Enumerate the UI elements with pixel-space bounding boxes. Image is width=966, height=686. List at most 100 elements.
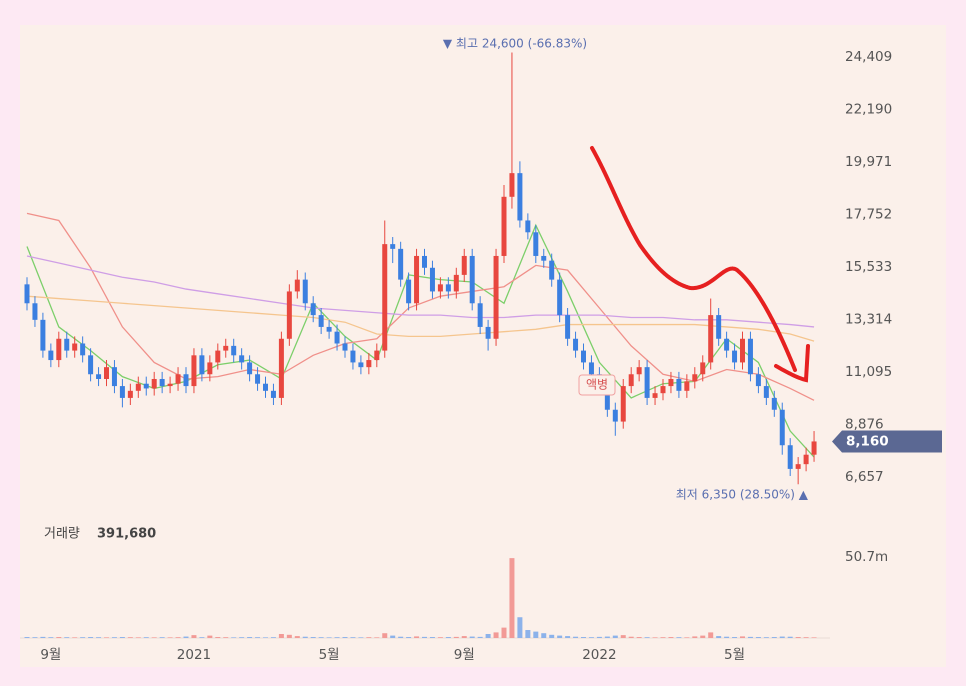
candle-body bbox=[612, 409, 618, 422]
volume-bar bbox=[461, 636, 467, 638]
volume-bar bbox=[302, 636, 308, 638]
candle-body bbox=[716, 315, 722, 339]
volume-bar bbox=[119, 637, 125, 638]
candle-body bbox=[509, 173, 515, 197]
volume-bar bbox=[32, 637, 38, 638]
candle-body bbox=[763, 386, 769, 398]
volume-bar bbox=[429, 637, 435, 638]
volume-bar bbox=[660, 637, 666, 638]
candle-body bbox=[374, 350, 380, 361]
moving-average bbox=[26, 223, 815, 458]
volume-bar bbox=[501, 627, 507, 638]
volume-bar bbox=[787, 636, 793, 638]
y-tick-label: 22,190 bbox=[845, 101, 892, 117]
volume-bar bbox=[286, 634, 292, 638]
candle-body bbox=[151, 378, 157, 389]
volume-bar bbox=[453, 636, 459, 638]
candle-body bbox=[72, 343, 78, 351]
volume-bar bbox=[414, 636, 420, 638]
volume-bar bbox=[80, 637, 86, 638]
x-tick-label: 5월 bbox=[319, 647, 340, 663]
candle-body bbox=[676, 378, 682, 391]
volume-bar bbox=[732, 637, 738, 638]
candle-body bbox=[469, 255, 475, 304]
candle-body bbox=[779, 409, 785, 446]
candle-body bbox=[620, 386, 626, 422]
candle-body bbox=[414, 255, 420, 304]
candle-body bbox=[294, 279, 300, 292]
volume-bar bbox=[811, 637, 817, 638]
volume-bar bbox=[326, 637, 332, 638]
volume-bar bbox=[549, 634, 555, 638]
volume-bar bbox=[724, 636, 730, 638]
volume-bar bbox=[278, 634, 284, 638]
volume-bar bbox=[143, 637, 149, 638]
volume-bar bbox=[652, 637, 658, 638]
volume-bar bbox=[588, 637, 594, 638]
volume-bar bbox=[223, 637, 229, 638]
candle-body bbox=[96, 374, 102, 379]
volume-bar bbox=[485, 634, 491, 638]
y-tick-label: 17,752 bbox=[845, 207, 892, 223]
candle-body bbox=[382, 244, 388, 351]
candle-body bbox=[398, 248, 404, 280]
volume-bar bbox=[64, 637, 70, 638]
volume-bar bbox=[581, 637, 586, 638]
volume-bar bbox=[151, 637, 157, 638]
volume-bar bbox=[96, 637, 102, 638]
volume-bar bbox=[127, 637, 133, 638]
candle-body bbox=[255, 374, 261, 384]
volume-bar bbox=[374, 637, 380, 638]
x-tick-label: 9월 bbox=[454, 647, 475, 663]
candle-body bbox=[740, 338, 745, 363]
volume-bar bbox=[350, 637, 356, 638]
candle-body bbox=[286, 291, 292, 339]
candle-body bbox=[628, 374, 634, 387]
candle-body bbox=[199, 355, 205, 375]
volume-bar bbox=[88, 637, 94, 638]
volume-bar bbox=[477, 636, 483, 638]
volume-bar bbox=[24, 637, 30, 638]
candle-body bbox=[231, 345, 237, 356]
candle-body bbox=[811, 441, 817, 455]
volume-current: 391,680 bbox=[97, 527, 156, 542]
candle-body bbox=[581, 350, 586, 363]
volume-bar bbox=[573, 636, 579, 638]
volume-bar bbox=[779, 636, 785, 638]
volume-bar bbox=[708, 632, 714, 638]
volume-bar bbox=[231, 637, 237, 638]
volume-bar bbox=[382, 633, 388, 638]
candle-body bbox=[175, 374, 181, 384]
volume-bar bbox=[636, 637, 642, 638]
volume-bar bbox=[135, 637, 141, 638]
candle-body bbox=[525, 220, 531, 233]
candle-body bbox=[270, 390, 276, 398]
volume-bar bbox=[565, 636, 571, 638]
volume-bar bbox=[40, 636, 46, 638]
volume-bar bbox=[111, 637, 117, 638]
candle-body bbox=[104, 367, 109, 379]
volume-bar bbox=[771, 637, 777, 638]
volume-bar bbox=[557, 635, 563, 638]
volume-bar bbox=[692, 636, 698, 638]
volume-bar bbox=[596, 636, 602, 638]
candle-body bbox=[755, 374, 761, 387]
volume-bar bbox=[684, 637, 690, 638]
candle-body bbox=[310, 303, 316, 316]
candle-body bbox=[239, 355, 245, 363]
candle-body bbox=[771, 397, 777, 410]
volume-bar bbox=[358, 637, 364, 638]
volume-bar bbox=[191, 635, 197, 638]
volume-bar bbox=[215, 637, 221, 638]
candle-body bbox=[326, 326, 332, 332]
candle-body bbox=[803, 454, 809, 465]
volume-bar bbox=[644, 637, 650, 638]
volume-bar bbox=[747, 636, 753, 638]
candle-body bbox=[263, 383, 268, 391]
candle-body bbox=[700, 362, 706, 375]
candle-body bbox=[573, 338, 579, 351]
volume-bar bbox=[469, 636, 475, 638]
candle-body bbox=[135, 383, 141, 391]
candle-body bbox=[358, 362, 364, 368]
